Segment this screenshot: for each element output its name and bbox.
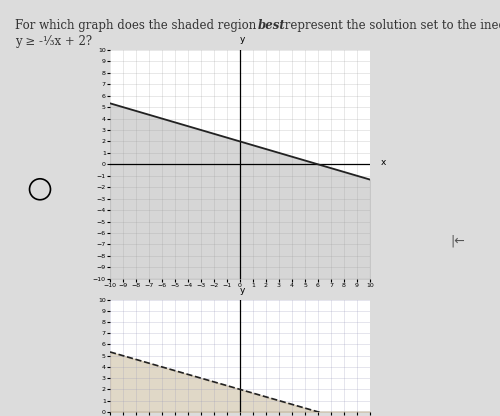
Text: y: y	[240, 35, 244, 44]
Text: For which graph does the shaded region: For which graph does the shaded region	[15, 19, 260, 32]
Text: best: best	[258, 19, 286, 32]
Text: represent the solution set to the inequality: represent the solution set to the inequa…	[281, 19, 500, 32]
Text: |←: |←	[450, 235, 465, 248]
Text: y: y	[240, 286, 244, 295]
Text: x: x	[380, 158, 386, 167]
Text: y ≥ -¹⁄₃x + 2?: y ≥ -¹⁄₃x + 2?	[15, 35, 92, 48]
